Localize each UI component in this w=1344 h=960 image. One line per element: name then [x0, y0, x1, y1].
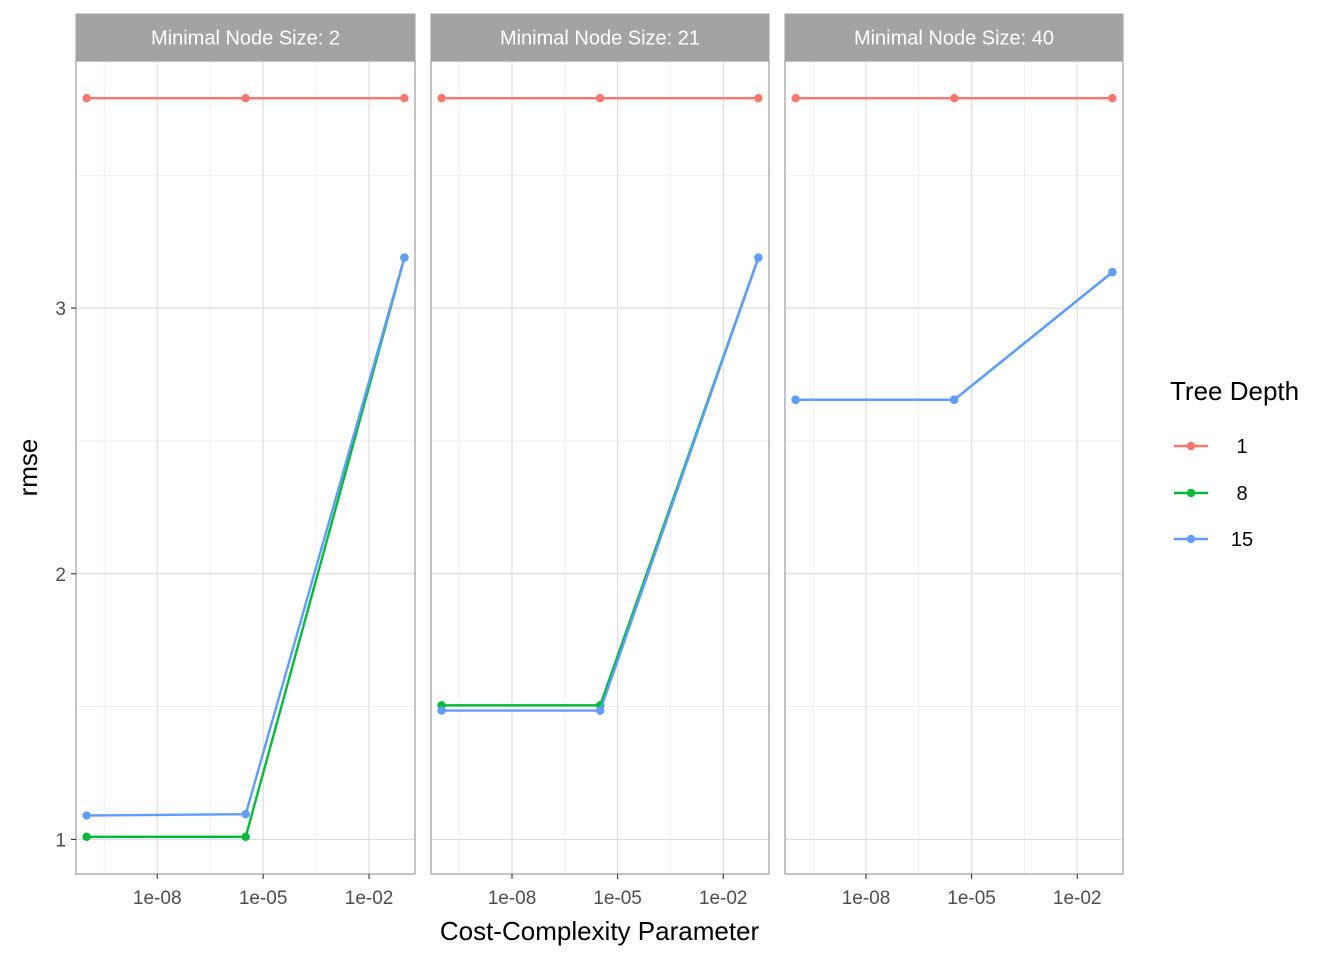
facet-strip-label: Minimal Node Size: 40	[854, 28, 1054, 50]
facet-strip	[784, 13, 1124, 62]
data-point-depth-15	[595, 706, 605, 715]
legend-label-depth-15: 15	[1231, 529, 1253, 551]
data-point-depth-1	[595, 93, 605, 103]
data-point-depth-1	[754, 93, 763, 103]
data-point-depth-1	[241, 93, 250, 103]
y-tick-label: 3	[55, 299, 66, 320]
x-tick-label: 1e-05	[239, 888, 288, 909]
data-point-depth-15	[754, 253, 763, 262]
facet-strip-label: Minimal Node Size: 21	[500, 28, 700, 50]
y-axis-title: rmse	[13, 439, 43, 497]
data-point-depth-15	[437, 706, 446, 715]
panel-border	[784, 60, 1124, 875]
x-tick-label: 1e-08	[133, 888, 182, 909]
x-tick-label: 1e-08	[488, 888, 537, 909]
legend-label-depth-8: 8	[1236, 483, 1247, 505]
data-point-depth-1	[791, 93, 800, 103]
x-tick-label: 1e-02	[699, 888, 748, 909]
facet-strip-label: Minimal Node Size: 2	[151, 28, 340, 50]
data-point-depth-1	[949, 93, 959, 103]
legend-title: Tree Depth	[1170, 376, 1299, 406]
panel-background	[785, 61, 1123, 874]
x-axis-title: Cost-Complexity Parameter	[440, 916, 760, 946]
x-tick-label: 1e-05	[593, 888, 642, 909]
x-tick-label: 1e-02	[345, 888, 394, 909]
panel-border	[75, 60, 416, 875]
data-point-depth-8	[82, 832, 91, 842]
legend-key-point-depth-8	[1186, 488, 1196, 498]
legend-key-point-depth-1	[1186, 441, 1196, 451]
data-point-depth-15	[949, 395, 959, 404]
data-point-depth-8	[241, 832, 250, 842]
y-tick-label: 1	[55, 830, 66, 851]
legend-key-point-depth-15	[1186, 534, 1196, 544]
data-point-depth-1	[400, 93, 409, 103]
x-tick-label: 1e-05	[947, 888, 996, 909]
x-tick-label: 1e-02	[1053, 888, 1102, 909]
data-point-depth-15	[400, 253, 409, 262]
x-tick-label: 1e-08	[842, 888, 891, 909]
data-point-depth-1	[1108, 93, 1117, 103]
facet-strip	[75, 13, 416, 62]
data-point-depth-15	[1108, 268, 1117, 277]
y-tick-label: 2	[55, 565, 66, 586]
panel-background	[431, 61, 769, 874]
data-point-depth-15	[241, 810, 250, 819]
legend-label-depth-1: 1	[1236, 436, 1247, 458]
facet-strip	[430, 13, 770, 62]
data-point-depth-15	[82, 811, 91, 820]
data-point-depth-1	[437, 93, 446, 103]
data-point-depth-15	[791, 395, 800, 404]
panel-background	[76, 61, 415, 874]
panel-border	[430, 60, 770, 875]
data-point-depth-1	[82, 93, 91, 103]
